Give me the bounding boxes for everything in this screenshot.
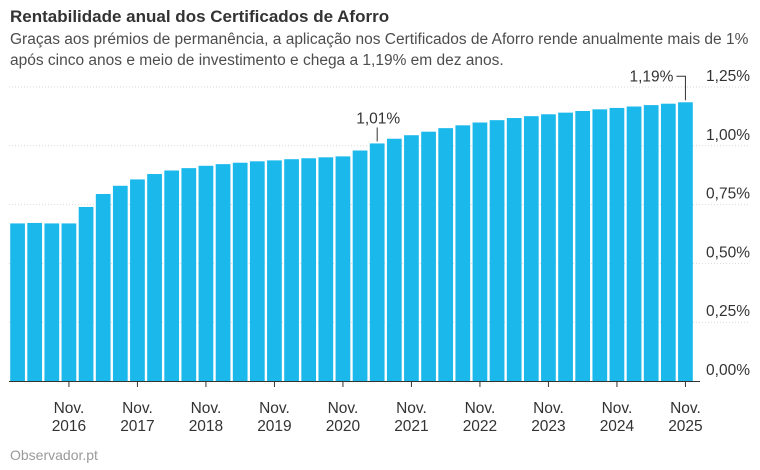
bar <box>455 125 471 381</box>
x-tick-label-year: 2020 <box>326 418 361 435</box>
bar <box>335 156 351 381</box>
bar <box>10 223 25 381</box>
bar <box>78 206 94 381</box>
annotation-label: 1,19% <box>629 68 673 85</box>
x-tick-label-month: Nov. <box>122 400 153 417</box>
x-tick-label-month: Nov. <box>533 400 564 417</box>
bar <box>643 105 659 381</box>
bar <box>27 222 43 381</box>
y-axis-labels: 0,00% 0,25% 0,50% 0,75% 1,00% 1,25% <box>706 68 750 379</box>
bar <box>438 128 454 381</box>
y-tick-label: 0,25% <box>706 303 750 320</box>
chart-title: Rentabilidade anual dos Certificados de … <box>10 7 390 26</box>
bar <box>421 131 436 381</box>
bar <box>198 165 214 381</box>
annotation-leader <box>676 75 686 101</box>
y-tick-label: 1,25% <box>706 68 750 85</box>
x-tick-label-month: Nov. <box>54 400 85 417</box>
x-tick-label-month: Nov. <box>465 400 496 417</box>
bar <box>523 116 539 382</box>
x-tick-label-year: 2016 <box>52 418 86 435</box>
x-tick-label-month: Nov. <box>670 400 701 417</box>
bar <box>352 150 368 381</box>
x-axis-labels: Nov.2016Nov.2017Nov.2018Nov.2019Nov.2020… <box>52 400 703 435</box>
bar <box>130 179 145 381</box>
bar <box>626 106 642 381</box>
bar <box>215 164 231 381</box>
y-tick-label: 1,00% <box>706 127 750 144</box>
chart-subtitle: Graças aos prémios de permanência, a apl… <box>10 31 749 69</box>
bar <box>489 120 505 381</box>
x-tick-label-month: Nov. <box>328 400 359 417</box>
y-tick-label: 0,50% <box>706 244 750 261</box>
bar <box>472 122 488 381</box>
x-tick-label-year: 2018 <box>189 418 223 435</box>
bar <box>318 157 334 381</box>
annotation-label: 1,01% <box>356 110 400 127</box>
x-tick-label-year: 2023 <box>531 418 565 435</box>
bar <box>284 159 299 381</box>
x-tick-label-year: 2017 <box>120 418 154 435</box>
source-credit: Observador.pt <box>10 447 98 463</box>
bar <box>232 162 248 381</box>
bar <box>61 223 77 381</box>
x-tick-label-month: Nov. <box>259 400 290 417</box>
bar <box>678 102 693 382</box>
bar <box>267 160 282 381</box>
x-tick-label-month: Nov. <box>602 400 633 417</box>
annotations: 1,01% 1,19% <box>356 68 686 142</box>
bar <box>558 112 573 381</box>
bar <box>44 223 60 381</box>
bar <box>592 109 608 382</box>
bar <box>575 110 591 381</box>
x-tick-label-year: 2025 <box>668 418 702 435</box>
x-tick-label-year: 2021 <box>394 418 428 435</box>
bar <box>112 185 128 381</box>
x-tick-label-month: Nov. <box>396 400 427 417</box>
bar <box>506 118 522 382</box>
bar <box>164 170 180 381</box>
x-tick-label-year: 2024 <box>600 418 635 435</box>
bar <box>541 114 556 381</box>
bar <box>95 194 111 381</box>
x-tick-label-year: 2019 <box>257 418 291 435</box>
axes <box>9 381 700 387</box>
y-tick-label: 0,00% <box>706 362 750 379</box>
bar <box>369 143 385 381</box>
x-tick-label-year: 2022 <box>463 418 497 435</box>
bar <box>301 158 317 381</box>
y-tick-label: 0,75% <box>706 186 750 203</box>
bars <box>10 102 693 382</box>
bar <box>147 174 162 381</box>
bar <box>386 138 402 381</box>
bar <box>181 168 197 381</box>
bar <box>660 103 676 381</box>
x-tick-label-month: Nov. <box>191 400 222 417</box>
bar <box>249 161 265 381</box>
bar <box>404 135 419 381</box>
bar <box>609 107 625 381</box>
